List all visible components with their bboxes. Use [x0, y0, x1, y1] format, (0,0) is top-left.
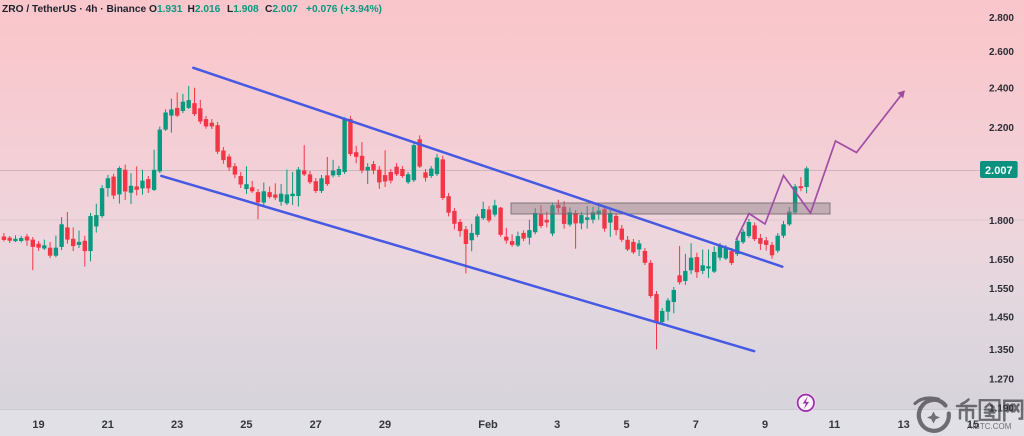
svg-text:9: 9: [762, 419, 768, 431]
svg-text:2.800: 2.800: [989, 13, 1014, 24]
svg-text:2.007: 2.007: [985, 165, 1013, 177]
svg-text:5: 5: [623, 419, 629, 431]
svg-text:25: 25: [240, 419, 252, 431]
svg-text:2.200: 2.200: [989, 123, 1014, 134]
svg-text:21: 21: [102, 419, 114, 431]
svg-text:19: 19: [32, 419, 44, 431]
svg-text:13: 13: [898, 419, 910, 431]
svg-text:1.550: 1.550: [989, 284, 1014, 295]
svg-text:AIBTC.COM: AIBTC.COM: [967, 422, 1012, 431]
svg-text:1.800: 1.800: [989, 216, 1014, 227]
svg-text:15: 15: [967, 419, 979, 431]
svg-text:1.450: 1.450: [989, 313, 1014, 324]
svg-text:1.650: 1.650: [989, 255, 1014, 266]
svg-text:2.600: 2.600: [989, 47, 1014, 58]
svg-text:1.270: 1.270: [989, 375, 1014, 386]
svg-text:7: 7: [693, 419, 699, 431]
svg-text:Feb: Feb: [478, 419, 498, 431]
svg-text:3: 3: [554, 419, 560, 431]
svg-text:1.190: 1.190: [989, 404, 1014, 415]
svg-text:27: 27: [310, 419, 322, 431]
svg-text:29: 29: [379, 419, 391, 431]
svg-text:23: 23: [171, 419, 183, 431]
svg-text:11: 11: [829, 419, 841, 431]
svg-text:2.400: 2.400: [989, 84, 1014, 95]
svg-text:1.350: 1.350: [989, 345, 1014, 356]
